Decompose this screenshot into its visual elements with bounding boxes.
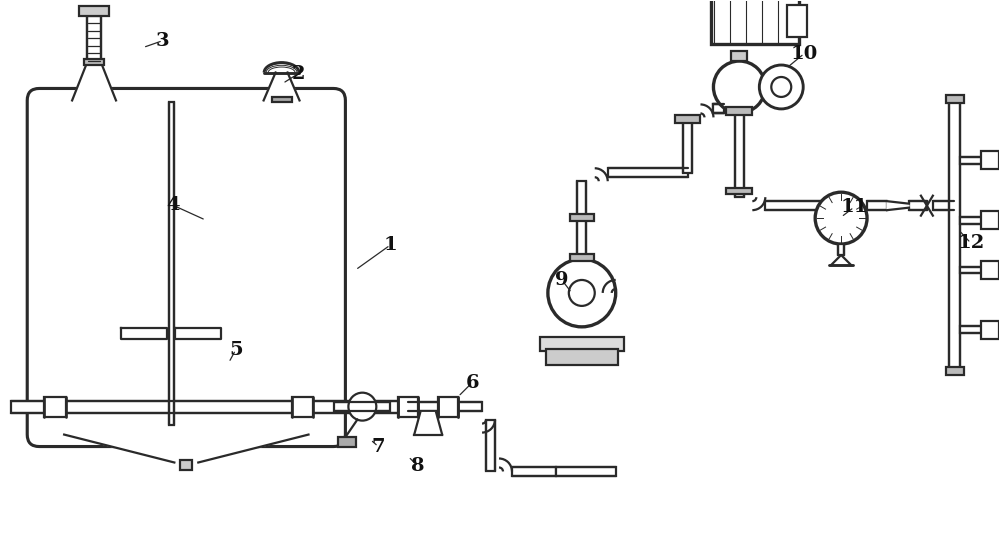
Bar (44, 396, 66, 417)
Circle shape (759, 65, 803, 109)
Bar (946, 95, 964, 103)
Polygon shape (72, 63, 116, 101)
Text: 6: 6 (465, 374, 479, 392)
Text: 1: 1 (383, 236, 397, 254)
Bar (933, 201, 954, 210)
Circle shape (771, 77, 791, 97)
Bar (765, 201, 851, 210)
Polygon shape (64, 434, 308, 462)
Bar (448, 402, 482, 411)
Bar (87, 16, 101, 63)
Text: 12: 12 (957, 234, 984, 252)
Text: 2: 2 (292, 65, 305, 82)
Polygon shape (499, 458, 512, 471)
Bar (512, 467, 556, 476)
Bar (726, 107, 752, 115)
Polygon shape (752, 197, 765, 210)
Bar (577, 218, 586, 259)
Bar (981, 321, 999, 339)
Bar (577, 181, 586, 218)
Bar (338, 437, 356, 447)
Bar (334, 402, 390, 411)
Bar (909, 201, 927, 210)
Polygon shape (264, 73, 300, 101)
Bar (726, 188, 752, 194)
Bar (711, 0, 799, 44)
Bar (960, 217, 983, 224)
Bar (946, 366, 964, 374)
Bar (949, 101, 960, 370)
Bar (960, 157, 983, 164)
Circle shape (713, 61, 765, 113)
Polygon shape (700, 104, 713, 117)
Bar (981, 211, 999, 229)
Bar (546, 349, 618, 365)
Bar (735, 109, 744, 194)
Bar (960, 326, 983, 333)
FancyBboxPatch shape (27, 88, 345, 447)
Bar (981, 151, 999, 169)
Text: 8: 8 (411, 457, 425, 476)
Polygon shape (482, 419, 495, 433)
Text: 4: 4 (166, 196, 180, 214)
Polygon shape (414, 412, 442, 434)
Text: 11: 11 (840, 198, 868, 216)
Bar (713, 104, 724, 113)
Bar (540, 337, 624, 351)
Bar (180, 461, 192, 470)
Bar (731, 51, 747, 61)
Bar (486, 419, 495, 471)
Bar (11, 401, 408, 412)
Bar (867, 201, 887, 210)
Polygon shape (595, 169, 608, 181)
Bar (405, 402, 408, 411)
Text: 3: 3 (156, 32, 170, 50)
Circle shape (548, 259, 616, 327)
Bar (838, 244, 844, 255)
Bar (570, 214, 594, 221)
Circle shape (348, 393, 376, 421)
Bar (79, 6, 109, 16)
Bar (408, 402, 448, 411)
Bar (608, 169, 688, 177)
Text: 5: 5 (229, 341, 243, 359)
Text: 9: 9 (555, 271, 569, 289)
Bar (438, 396, 458, 417)
Bar (787, 5, 807, 37)
Bar (84, 58, 104, 65)
Polygon shape (603, 280, 616, 293)
Polygon shape (887, 201, 909, 210)
Circle shape (815, 192, 867, 244)
Polygon shape (121, 328, 167, 339)
Bar (735, 194, 744, 197)
Bar (675, 116, 700, 124)
Bar (570, 254, 594, 261)
Circle shape (569, 280, 595, 306)
Text: 10: 10 (791, 44, 818, 63)
Bar (272, 97, 292, 102)
Bar (713, 104, 724, 113)
Bar (829, 201, 851, 210)
Bar (960, 266, 983, 273)
Bar (292, 396, 313, 417)
Bar (169, 102, 174, 425)
Bar (981, 261, 999, 279)
Bar (683, 117, 692, 173)
Polygon shape (175, 328, 221, 339)
Text: 7: 7 (372, 438, 385, 455)
Bar (556, 467, 616, 476)
Bar (398, 396, 418, 417)
